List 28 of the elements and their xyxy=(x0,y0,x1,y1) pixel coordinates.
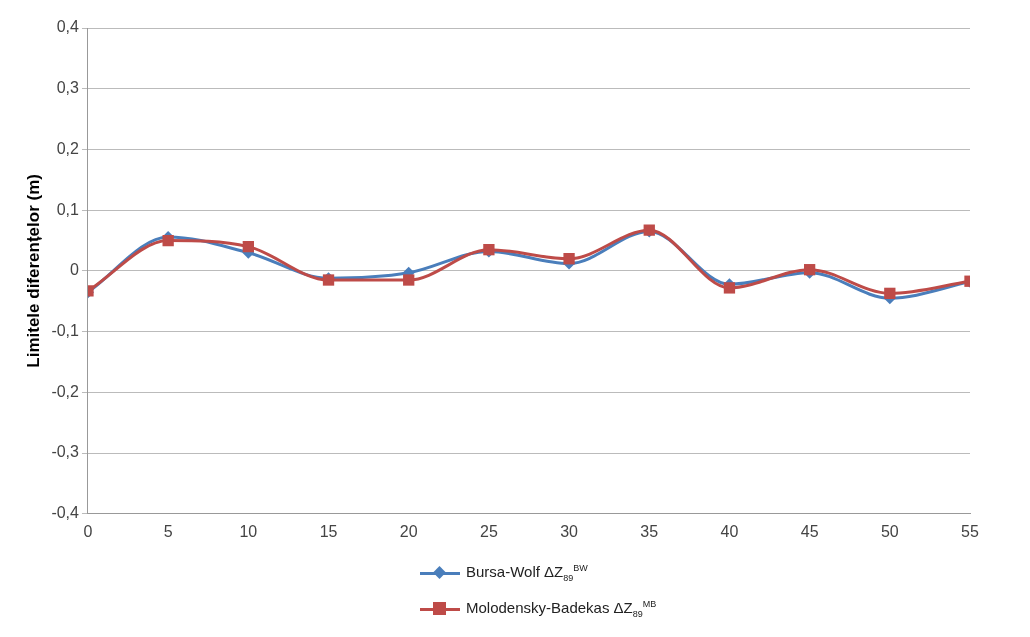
x-tick-label: 10 xyxy=(239,522,258,540)
point xyxy=(884,287,896,300)
y-tick-label: 0 xyxy=(70,261,80,279)
x-tick-label: 45 xyxy=(800,522,819,540)
x-tick-label: 30 xyxy=(560,522,579,540)
x-tick-label: 15 xyxy=(319,522,338,540)
y-tick-label: 0,3 xyxy=(56,79,80,97)
y-axis-title: Limitele diferențelor (m) xyxy=(23,174,43,368)
y-tick-label: -0,2 xyxy=(51,382,80,400)
y-tick-label: 0,1 xyxy=(56,200,80,218)
x-tick-label: 5 xyxy=(163,522,173,540)
y-tick-label: -0,1 xyxy=(51,322,80,340)
y-tick-label: -0,4 xyxy=(51,504,80,522)
point xyxy=(403,274,415,286)
y-tick-label: 0,4 xyxy=(56,18,80,36)
x-tick-label: 35 xyxy=(640,522,659,540)
point xyxy=(563,253,575,265)
x-tick-label: 50 xyxy=(880,522,899,540)
x-tick-label: 25 xyxy=(479,522,498,540)
x-tick-label: 20 xyxy=(399,522,418,540)
y-tick-label: -0,3 xyxy=(51,443,80,461)
point xyxy=(242,240,254,253)
point xyxy=(162,234,174,247)
point xyxy=(723,282,736,294)
x-tick-label: 0 xyxy=(83,522,93,540)
x-tick-label: 40 xyxy=(720,522,739,540)
y-tick-label: 0,2 xyxy=(56,139,80,157)
x-tick-label: 55 xyxy=(961,522,979,540)
